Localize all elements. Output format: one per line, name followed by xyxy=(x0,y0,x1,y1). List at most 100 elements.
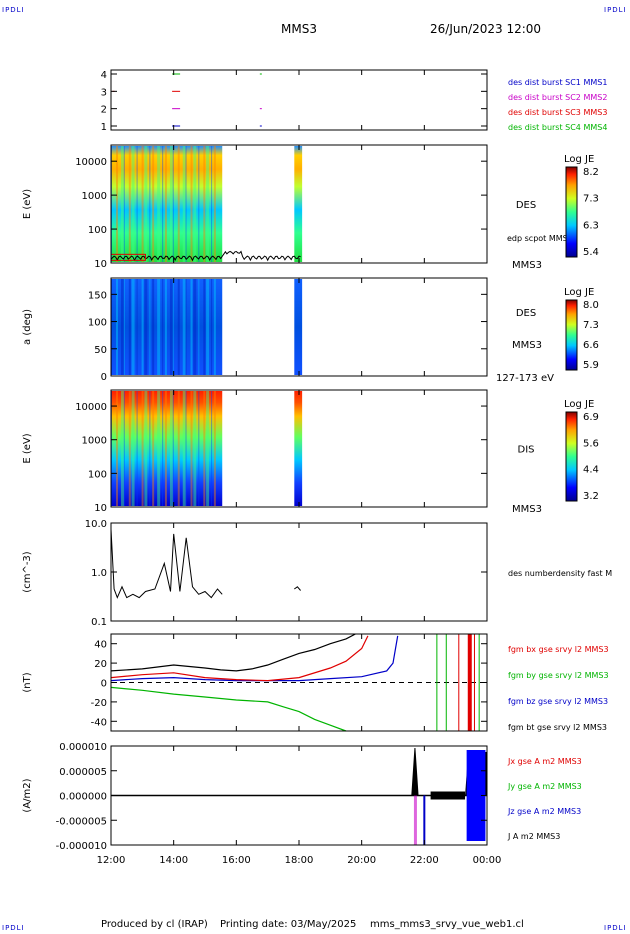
panel-frame-density xyxy=(110,522,488,622)
spectrogram-streak-dis_energy xyxy=(131,391,135,506)
corner-mark-bottom-left: IPDLI xyxy=(2,924,25,932)
density-series-line xyxy=(294,586,301,591)
spectrogram-streak-des_pitch xyxy=(149,279,151,375)
spacecraft-label-des_energy: MMS3 xyxy=(512,260,542,271)
colorbar-title-dis_energy: Log JE xyxy=(564,399,594,410)
y-tick-label-current: 0.000010 xyxy=(59,742,107,753)
colorbar-tick-dis_energy: 6.9 xyxy=(583,412,599,423)
x-tick-label: 22:00 xyxy=(410,855,439,866)
spectrogram-streak-des_energy xyxy=(177,146,180,262)
spectrogram-streak-des_energy xyxy=(190,146,193,262)
spectrogram-streak-dis_energy xyxy=(198,391,200,506)
colorbar-title-des_pitch: Log JE xyxy=(564,287,594,298)
spectrogram-streak-des_pitch xyxy=(177,279,180,375)
spectrogram-streak-des_energy xyxy=(136,146,138,262)
y-tick-label-density: 1.0 xyxy=(91,568,107,579)
spectrogram-streak-des_pitch xyxy=(182,279,186,375)
bfield-series-2 xyxy=(110,686,347,732)
spacecraft-label-des_pitch: MMS3 xyxy=(512,340,542,351)
y-tick-label-des_energy: 10000 xyxy=(75,157,107,168)
spectrogram-streak-des_energy xyxy=(182,146,186,262)
spectrogram-block-des_pitch xyxy=(111,279,223,375)
y-tick-label-current: 0.000000 xyxy=(59,792,107,803)
spectrogram-streak-dis_energy xyxy=(164,391,167,506)
spectrogram-streak-des_pitch xyxy=(116,279,119,375)
burst-legend-3: des dist burst SC3 MMS3 xyxy=(508,108,607,117)
bfield-series-1 xyxy=(110,635,369,682)
spectrogram-streak-dis_energy xyxy=(169,391,173,506)
spectrogram-streak-dis_energy xyxy=(152,391,155,506)
spectrogram-streak-des_energy xyxy=(213,146,216,262)
spectrogram-streak-dis_energy xyxy=(213,391,216,506)
bfield-legend-3: fgm bz gse srvy l2 MMS3 xyxy=(508,697,608,706)
spectrogram-streak-dis_energy xyxy=(162,391,164,506)
spectrogram-streak-des_energy xyxy=(131,146,135,262)
overlay-label-des_energy: edp scpot MMS3 xyxy=(507,234,573,243)
colorbar-des_pitch xyxy=(565,299,578,371)
y-tick-label-bfield: -20 xyxy=(91,698,107,709)
spectrogram-streak-dis_energy xyxy=(116,391,119,506)
y-axis-label-dis_energy: E (eV) xyxy=(22,433,33,463)
spectrogram-streak-des_pitch xyxy=(131,279,135,375)
spectrogram-streak-des_pitch xyxy=(213,279,216,375)
y-tick-label-des_pitch: 150 xyxy=(88,290,107,301)
y-tick-label-des_pitch: 50 xyxy=(94,345,107,356)
x-tick-label: 00:00 xyxy=(473,855,502,866)
y-axis-label-bfield: (nT) xyxy=(22,672,33,692)
spectrogram-streak-dis_energy xyxy=(185,391,187,506)
spectrogram-block-dis_energy xyxy=(294,391,303,506)
spectrogram-streak-des_pitch xyxy=(164,279,167,375)
y-tick-label-des_pitch: 0 xyxy=(101,372,107,383)
spectrogram-streak-des_pitch xyxy=(144,279,148,375)
y-axis-label-density: (cm^-3) xyxy=(22,551,33,592)
spectrogram-streak-dis_energy xyxy=(193,391,197,506)
y-axis-label-des_pitch: a (deg) xyxy=(22,309,33,345)
spectrogram-streak-des_pitch xyxy=(193,279,197,375)
spectrogram-streak-dis_energy xyxy=(149,391,151,506)
colorbar-dis_energy xyxy=(565,411,578,502)
spectrogram-streak-des_pitch xyxy=(157,279,161,375)
y-tick-label-current: -0.000005 xyxy=(56,816,107,827)
y-tick-label-bfield: 20 xyxy=(94,659,107,670)
colorbar-tick-dis_energy: 4.4 xyxy=(583,465,599,476)
y-tick-label-dis_energy: 100 xyxy=(88,469,107,480)
spectrogram-streak-des_energy xyxy=(211,146,213,262)
colorbar-tick-des_energy: 8.2 xyxy=(583,167,599,178)
spectrogram-streak-des_energy xyxy=(164,146,167,262)
bfield-legend-2: fgm by gse srvy l2 MMS3 xyxy=(508,671,609,680)
colorbar-tick-des_energy: 7.3 xyxy=(583,194,599,205)
spectrogram-streak-des_energy xyxy=(123,146,125,262)
spectrogram-streak-des_pitch xyxy=(190,279,193,375)
current-band-black xyxy=(430,791,466,800)
colorbar-tick-des_pitch: 6.6 xyxy=(583,340,599,351)
colorbar-tick-dis_energy: 5.6 xyxy=(583,438,599,449)
spectrogram-streak-dis_energy xyxy=(177,391,180,506)
bfield-legend-4: fgm bt gse srvy l2 MMS3 xyxy=(508,723,607,732)
spectrogram-streak-des_pitch xyxy=(172,279,174,375)
spectrogram-streak-dis_energy xyxy=(157,391,161,506)
current-spike-magenta xyxy=(413,795,417,845)
energy-band-label-des_pitch: 127-173 eV xyxy=(496,373,554,384)
colorbar-tick-des_pitch: 8.0 xyxy=(583,300,599,311)
spectrogram-streak-des_pitch xyxy=(185,279,187,375)
spectrogram-streak-des_pitch xyxy=(123,279,125,375)
spectrogram-streak-dis_energy xyxy=(123,391,125,506)
spectrogram-streak-des_energy xyxy=(152,146,155,262)
spectrogram-streak-des_pitch xyxy=(203,279,206,375)
y-tick-label-burst: 3 xyxy=(101,87,107,98)
spectrogram-streak-des_energy xyxy=(193,146,197,262)
spectrogram-streak-des_pitch xyxy=(198,279,200,375)
spectrogram-streak-des_pitch xyxy=(141,279,144,375)
instrument-label-dis_energy: DIS xyxy=(518,445,535,456)
y-tick-label-current: -0.000010 xyxy=(56,841,107,852)
y-tick-label-des_energy: 10 xyxy=(94,259,107,270)
spectrogram-streak-des_energy xyxy=(172,146,174,262)
spectrogram-streak-des_energy xyxy=(116,146,119,262)
y-tick-label-dis_energy: 10000 xyxy=(75,402,107,413)
colorbar-tick-des_pitch: 5.9 xyxy=(583,360,599,371)
spectrogram-streak-des_pitch xyxy=(211,279,213,375)
density-legend: des numberdensity fast M xyxy=(508,569,612,578)
spectrogram-streak-dis_energy xyxy=(141,391,144,506)
spectrogram-streak-des_energy xyxy=(121,146,125,262)
spectrogram-streak-des_pitch xyxy=(206,279,210,375)
